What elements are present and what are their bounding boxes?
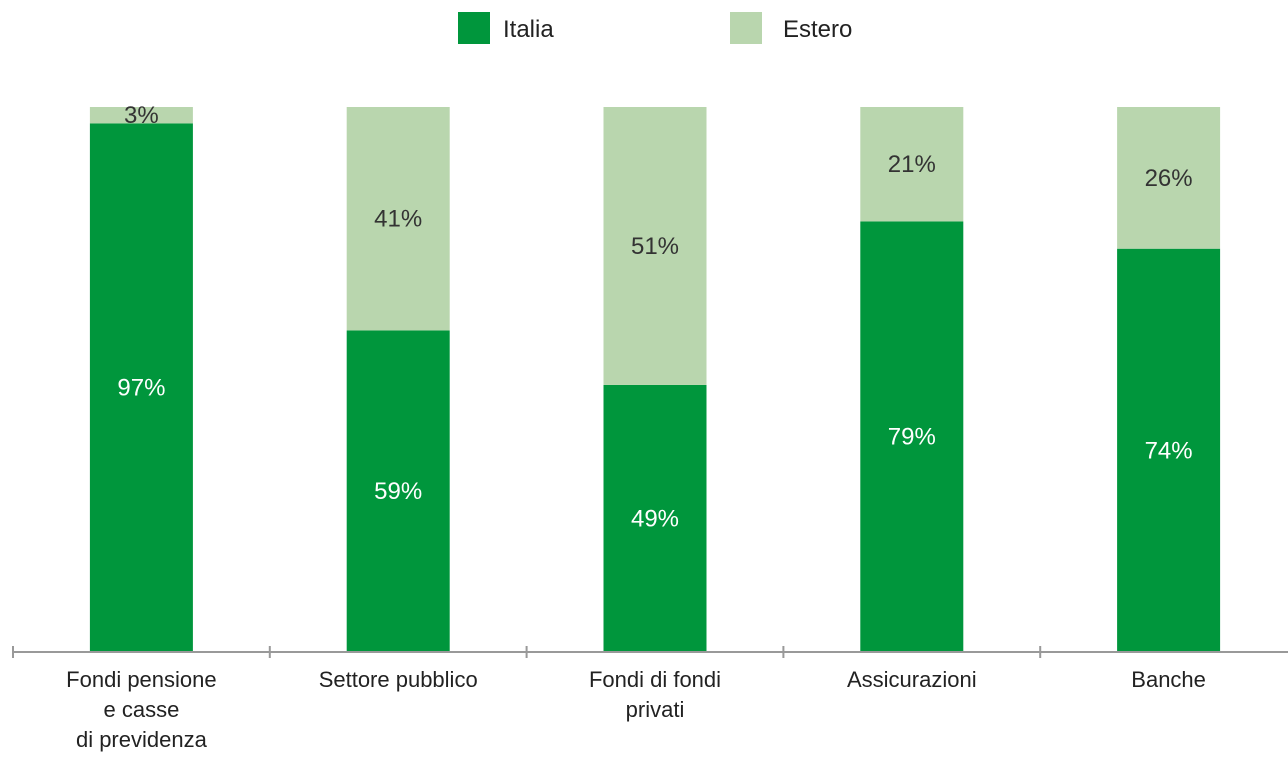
data-label-estero-4: 21% (888, 151, 936, 178)
bar-estero-5 (1117, 107, 1221, 249)
bar-italia-5 (1117, 248, 1221, 652)
bar-italia-1 (89, 123, 193, 653)
legend: Italia Estero (458, 12, 852, 44)
x-axis (12, 646, 1288, 658)
bar-estero-2 (346, 107, 450, 331)
data-label-estero-3: 51% (631, 233, 679, 260)
data-label-italia-5: 74% (1145, 437, 1193, 464)
legend-label-estero: Estero (783, 16, 852, 43)
category-label-line: di previdenza (76, 727, 208, 752)
bar-italia-4 (860, 221, 964, 652)
bar-italia-2 (346, 330, 450, 652)
category-label-line: Assicurazioni (847, 667, 977, 692)
category-label-3: Fondi di fondi privati (589, 667, 721, 722)
data-label-estero-2: 41% (374, 206, 422, 233)
category-label-line: Settore pubblico (319, 667, 478, 692)
category-labels: Fondi pensione e casse di previdenza Settor… (66, 667, 1206, 752)
data-label-estero-5: 26% (1145, 165, 1193, 192)
data-label-estero-1: 3% (124, 102, 159, 129)
category-label-line: Banche (1131, 667, 1206, 692)
bar-estero-4 (860, 107, 964, 222)
bar-estero-1 (89, 107, 193, 124)
category-label-line: Fondi pensione (66, 667, 216, 692)
bar-estero-3 (603, 107, 707, 385)
data-label-italia-2: 59% (374, 478, 422, 505)
category-label-line: privati (626, 697, 685, 722)
category-label-4: Assicurazioni (847, 667, 977, 692)
category-label-2: Settore pubblico (319, 667, 478, 692)
data-label-italia-1: 97% (117, 375, 165, 402)
data-label-italia-3: 49% (631, 505, 679, 532)
legend-swatch-italia (458, 12, 490, 44)
category-label-1: Fondi pensione e casse di previdenza (66, 667, 216, 752)
legend-label-italia: Italia (503, 16, 554, 43)
legend-swatch-estero (730, 12, 762, 44)
category-label-line: e casse (103, 697, 179, 722)
category-label-line: Fondi di fondi (589, 667, 721, 692)
category-label-5: Banche (1131, 667, 1206, 692)
bars: 97% 3% 59% 41% 49% 51% 79% 21% 74% 26% (89, 102, 1221, 653)
bar-italia-3 (603, 384, 707, 652)
data-label-italia-4: 79% (888, 424, 936, 451)
